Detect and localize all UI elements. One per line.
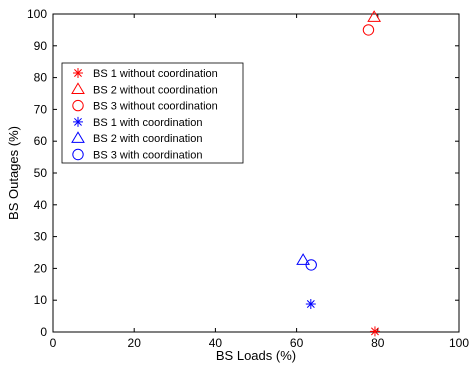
legend-label: BS 1 with coordination	[93, 117, 202, 129]
y-tick-label: 50	[34, 166, 48, 180]
y-tick-label: 20	[34, 261, 48, 275]
legend-label: BS 3 without coordination	[93, 101, 218, 113]
legend-label: BS 3 with coordination	[93, 150, 202, 162]
legend-marker-asterisk	[73, 116, 83, 127]
legend-item: BS 1 without coordination	[73, 68, 218, 80]
legend-marker-triangle	[71, 82, 85, 94]
y-tick-label: 90	[34, 39, 48, 53]
legend-marker-circle	[72, 99, 84, 112]
x-tick-label: 60	[290, 336, 304, 350]
y-tick-label: 60	[34, 134, 48, 148]
data-point-asterisk	[369, 326, 380, 337]
legend-marker-circle	[72, 148, 84, 161]
legend-item: BS 2 with coordination	[71, 131, 202, 145]
y-tick-label: 100	[27, 7, 47, 21]
legend-item: BS 3 with coordination	[72, 148, 202, 162]
y-tick-label: 70	[34, 102, 48, 116]
legend-item: BS 1 with coordination	[73, 116, 202, 129]
y-tick-label: 40	[34, 198, 48, 212]
data-point-circle	[362, 24, 375, 36]
y-tick-label: 30	[34, 230, 48, 244]
legend-label: BS 2 without coordination	[93, 84, 218, 96]
x-axis-title: BS Loads (%)	[216, 348, 296, 363]
legend-box	[61, 62, 244, 164]
data-point-circle	[305, 259, 317, 271]
x-tick-label: 0	[50, 336, 57, 350]
data-point-asterisk	[305, 299, 316, 310]
legend-marker-triangle	[71, 131, 85, 143]
legend-label: BS 2 with coordination	[93, 133, 202, 145]
x-tick-label: 40	[209, 336, 223, 350]
legend-item: BS 2 without coordination	[71, 82, 218, 96]
y-axis-title: BS Outages (%)	[6, 126, 21, 220]
y-tick-label: 10	[34, 293, 48, 307]
x-tick-label: 100	[449, 336, 469, 350]
y-tick-label: 0	[40, 325, 47, 339]
x-tick-label: 20	[128, 336, 142, 350]
plot-area	[52, 13, 460, 333]
data-point-triangle	[367, 10, 382, 22]
data-markers	[296, 10, 382, 337]
data-point-triangle	[296, 253, 310, 265]
legend-marker-asterisk	[73, 68, 83, 78]
legend-item: BS 3 without coordination	[72, 99, 218, 113]
y-tick-label: 80	[34, 71, 48, 85]
x-axis: 0 20 40 60 80 100	[50, 14, 469, 350]
x-tick-label: 80	[371, 336, 385, 350]
legend-label: BS 1 without coordination	[93, 68, 218, 80]
y-axis: 0 10 20 30 40 50 60 70 80 90 100	[27, 7, 459, 339]
legend: BS 1 without coordination BS 2 without co…	[61, 62, 244, 164]
